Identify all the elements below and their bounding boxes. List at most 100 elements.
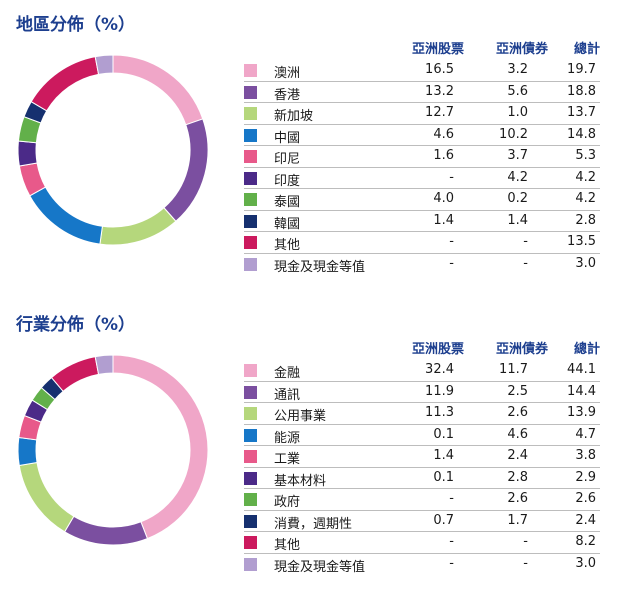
bond-value: 2.6 xyxy=(507,491,528,506)
sector-table-header: 亞洲股票 亞洲債券 總計 xyxy=(244,334,600,360)
region-table-header: 亞洲股票 亞洲債券 總計 xyxy=(244,34,600,60)
table-row: 金融 32.4 11.7 44.1 xyxy=(244,360,600,382)
header-equity: 亞洲股票 xyxy=(411,342,464,357)
bond-value: 2.8 xyxy=(507,469,528,485)
equity-value: 13.2 xyxy=(425,83,454,99)
total-value: 13.9 xyxy=(567,405,596,420)
legend-swatch xyxy=(244,257,257,271)
table-row: 工業 1.4 2.4 3.8 xyxy=(244,446,600,468)
category-label: 公用事業 xyxy=(274,409,327,424)
bond-value: 0.2 xyxy=(507,191,528,206)
region-slice-4 xyxy=(29,186,103,245)
total-value: 4.7 xyxy=(575,426,596,442)
legend-swatch xyxy=(244,493,257,506)
total-value: 13.7 xyxy=(567,105,596,120)
sector-slice-3 xyxy=(18,461,75,533)
equity-value: 0.1 xyxy=(433,469,454,485)
region-slice-2 xyxy=(163,118,209,222)
equity-value: 4.0 xyxy=(433,191,454,206)
total-value: 2.4 xyxy=(575,512,596,528)
sector-section: 行業分佈（%） 亞洲股票 亞洲債券 總計 金融 32.4 11.7 44.1 通訊 11.… xyxy=(0,300,640,600)
bond-value: 4.6 xyxy=(507,426,528,442)
bond-value: - xyxy=(523,555,528,571)
table-row: 其他 - - 8.2 xyxy=(244,532,600,554)
category-label: 消費，週期性 xyxy=(274,516,353,532)
table-row: 消費，週期性 0.7 1.7 2.4 xyxy=(244,511,600,532)
legend-swatch xyxy=(244,450,257,463)
bond-value: 1.4 xyxy=(507,212,528,228)
bond-value: 1.0 xyxy=(507,105,528,120)
table-row: 香港 13.2 5.6 18.8 xyxy=(244,82,600,103)
category-label: 現金及現金等值 xyxy=(274,259,366,275)
equity-value: 0.1 xyxy=(433,426,454,442)
legend-swatch xyxy=(244,428,257,442)
bond-value: 3.7 xyxy=(507,148,528,163)
category-label: 能源 xyxy=(274,430,301,446)
region-title: 地區分佈（%） xyxy=(16,15,136,35)
category-label: 中國 xyxy=(274,130,301,146)
category-label: 澳洲 xyxy=(274,66,301,81)
total-value: 13.5 xyxy=(567,234,596,249)
equity-value: 12.7 xyxy=(425,105,454,120)
bond-value: - xyxy=(523,255,528,271)
category-label: 新加坡 xyxy=(274,109,314,124)
bond-value: 11.7 xyxy=(499,362,528,377)
legend-swatch xyxy=(244,514,257,528)
region-slice-6 xyxy=(17,140,38,167)
region-section: 地區分佈（%） 亞洲股票 亞洲債券 總計 澳洲 16.5 3.2 19.7 香港 13.2… xyxy=(16,15,600,275)
header-bond: 亞洲債券 xyxy=(495,42,548,57)
table-row: 其他 - - 13.5 xyxy=(244,232,600,254)
bond-value: - xyxy=(523,234,528,249)
total-value: 19.7 xyxy=(567,62,596,77)
total-value: 8.2 xyxy=(575,534,596,549)
equity-value: 11.3 xyxy=(425,405,454,420)
sector-slice-9 xyxy=(50,356,100,392)
legend-swatch xyxy=(244,150,257,163)
bond-value: 3.2 xyxy=(507,62,528,77)
total-value: 14.8 xyxy=(567,126,596,142)
table-row: 政府 - 2.6 2.6 xyxy=(244,489,600,511)
equity-value: 1.4 xyxy=(433,448,454,463)
bond-value: 2.5 xyxy=(507,383,528,399)
category-label: 通訊 xyxy=(274,387,301,403)
region-slice-10 xyxy=(94,54,114,75)
header-equity: 亞洲股票 xyxy=(411,42,464,57)
total-value: 18.8 xyxy=(567,83,596,99)
equity-value: - xyxy=(449,491,454,506)
equity-value: - xyxy=(449,255,454,271)
total-value: 5.3 xyxy=(575,148,596,163)
equity-value: 1.4 xyxy=(433,212,454,228)
region-table: 亞洲股票 亞洲債券 總計 澳洲 16.5 3.2 19.7 香港 13.2 5.6 18.8 新… xyxy=(244,34,600,275)
legend-swatch xyxy=(244,107,257,120)
table-row: 中國 4.6 10.2 14.8 xyxy=(244,125,600,146)
category-label: 基本材料 xyxy=(274,473,327,489)
equity-value: 0.7 xyxy=(433,512,454,528)
category-label: 印度 xyxy=(274,173,301,189)
category-label: 現金及現金等值 xyxy=(274,559,366,575)
sector-slice-1 xyxy=(112,354,209,540)
bond-value: 1.7 xyxy=(507,512,528,528)
bond-value: 2.6 xyxy=(507,405,528,420)
equity-value: - xyxy=(449,534,454,549)
total-value: 2.9 xyxy=(575,469,596,485)
legend-swatch xyxy=(244,536,257,549)
total-value: 44.1 xyxy=(567,362,596,377)
legend-swatch xyxy=(244,128,257,142)
header-bond: 亞洲債券 xyxy=(495,342,548,357)
table-row: 新加坡 12.7 1.0 13.7 xyxy=(244,103,600,125)
category-label: 韓國 xyxy=(274,216,301,232)
sector-slice-2 xyxy=(63,515,149,546)
legend-swatch xyxy=(244,385,257,399)
bond-value: 2.4 xyxy=(507,448,528,463)
category-label: 香港 xyxy=(274,87,301,103)
bond-value: 5.6 xyxy=(507,83,528,99)
equity-value: - xyxy=(449,234,454,249)
table-row: 能源 0.1 4.6 4.7 xyxy=(244,425,600,446)
total-value: 14.4 xyxy=(567,383,596,399)
legend-swatch xyxy=(244,407,257,420)
header-total: 總計 xyxy=(573,342,600,357)
bond-value: - xyxy=(523,534,528,549)
equity-value: 11.9 xyxy=(425,383,454,399)
table-row: 通訊 11.9 2.5 14.4 xyxy=(244,382,600,403)
region-slice-3 xyxy=(99,207,177,246)
